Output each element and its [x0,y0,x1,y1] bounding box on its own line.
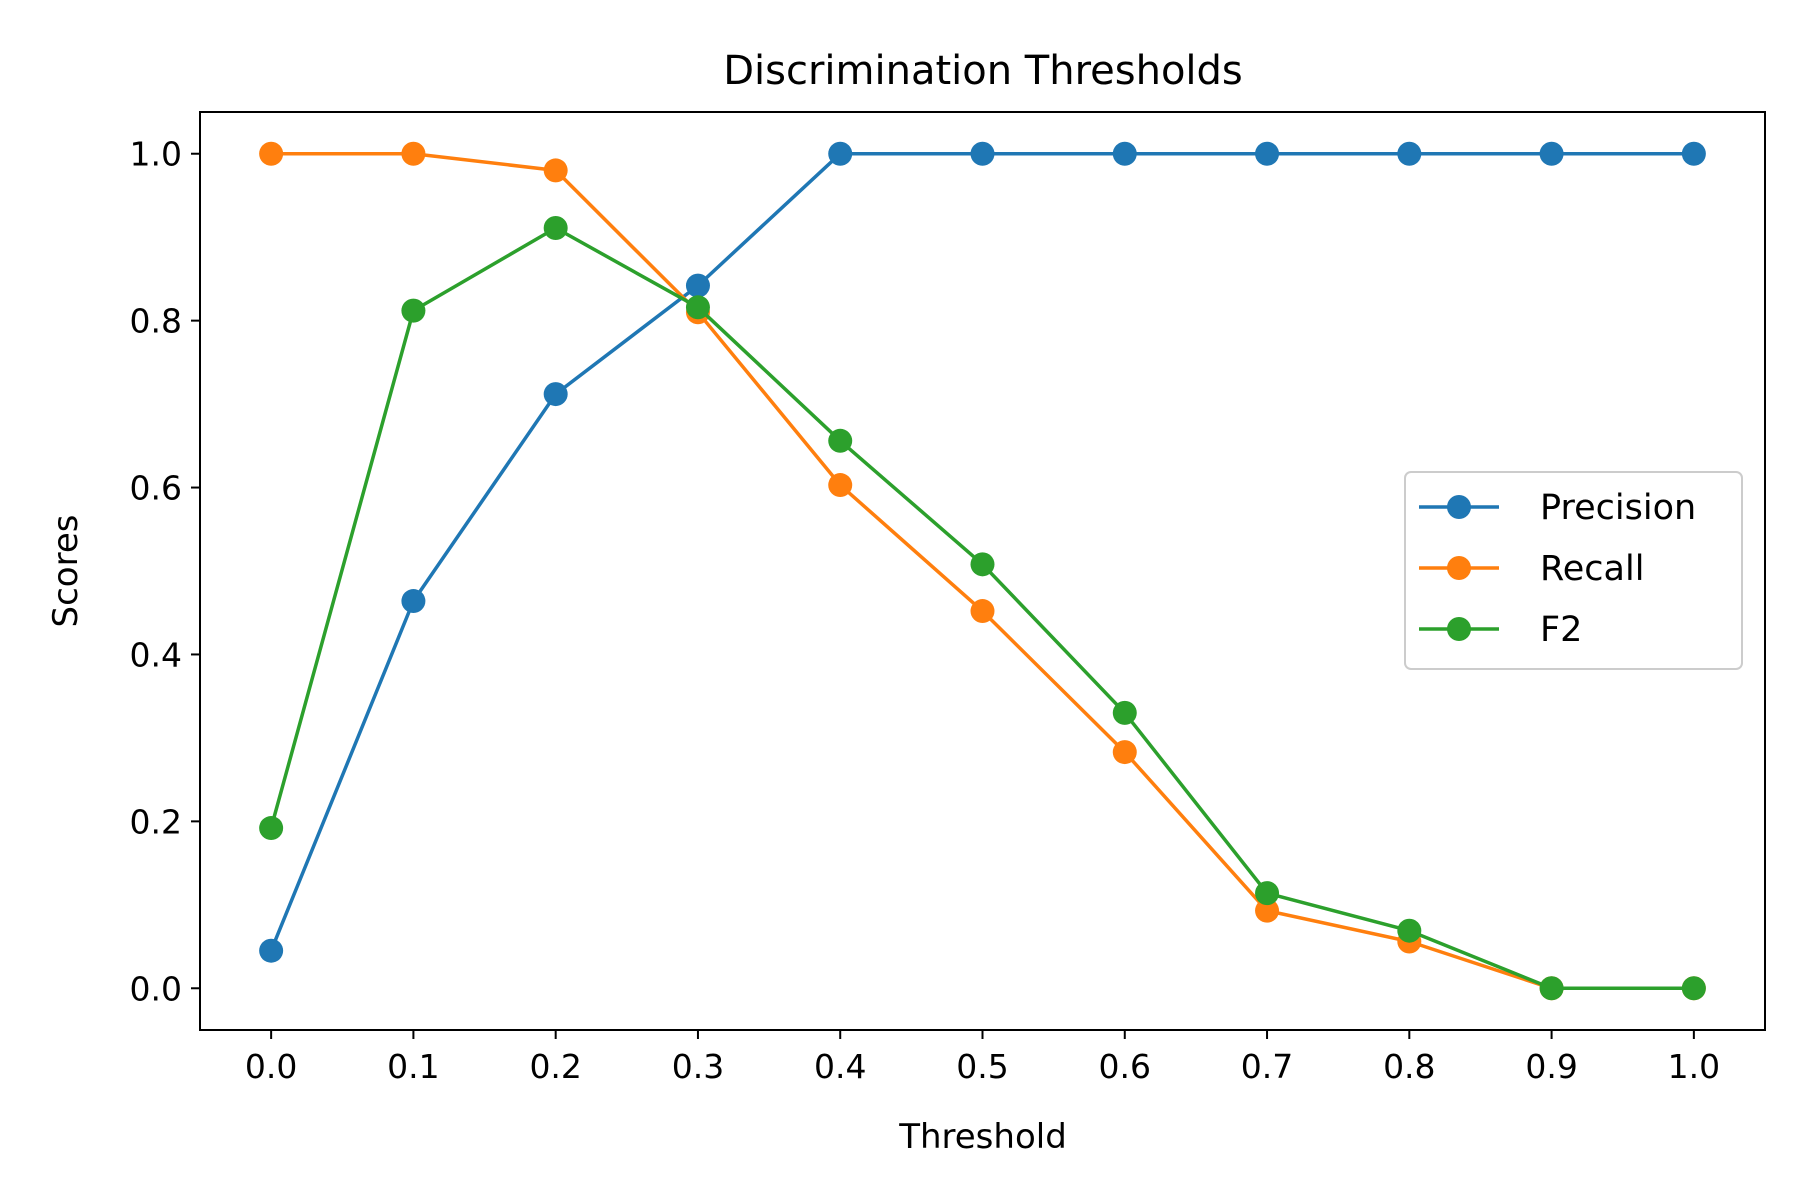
precision-point [1397,141,1422,166]
y-tick-label: 0.6 [130,469,182,508]
precision-point [1112,141,1137,166]
x-tick-label: 0.7 [1241,1047,1293,1086]
x-tick-label: 0.8 [1383,1047,1435,1086]
legend-precision-label: Precision [1540,488,1696,528]
precision-point [828,141,853,166]
legend-recall-label: Recall [1540,549,1644,589]
y-axis-label: Scores [46,515,86,628]
precision-point [259,938,284,963]
x-tick-label: 0.1 [387,1047,439,1086]
recall-point [828,473,853,498]
f2-point [401,298,426,323]
precision-point [1681,141,1706,166]
y-tick-label: 0.4 [130,635,182,674]
precision-point [1539,141,1564,166]
recall-point [970,599,995,624]
legend-recall-marker [1447,556,1471,580]
x-axis-ticks: 0.0 0.1 0.2 0.3 0.4 0.5 0.6 0.7 0.8 0.9 1.0 [245,1030,1720,1086]
y-tick-label: 0.8 [130,302,182,341]
x-tick-label: 0.0 [245,1047,297,1086]
precision-point [685,273,710,298]
recall-point [259,141,284,166]
y-tick-label: 1.0 [130,135,182,174]
recall-point [401,141,426,166]
legend-f2-label: F2 [1540,610,1582,650]
x-tick-label: 0.9 [1525,1047,1577,1086]
x-tick-label: 1.0 [1668,1047,1720,1086]
f2-point [685,295,710,320]
precision-point [1255,141,1280,166]
f2-point [1681,976,1706,1001]
legend-f2-marker [1447,617,1471,641]
recall-point [1112,740,1137,765]
y-tick-label: 0.0 [130,969,182,1008]
f2-point [1539,976,1564,1001]
y-axis-ticks: 0.0 0.2 0.4 0.6 0.8 1.0 [130,135,200,1008]
recall-point [543,158,568,183]
f2-point [970,552,995,577]
f2-point [1255,881,1280,906]
precision-point [543,382,568,407]
y-tick-label: 0.2 [130,802,182,841]
recall-point [1255,898,1280,923]
f2-point [259,816,284,841]
x-tick-label: 0.6 [1099,1047,1151,1086]
chart-title: Discrimination Thresholds [723,48,1243,94]
x-tick-label: 0.4 [814,1047,866,1086]
legend-frame [1404,471,1743,670]
x-tick-label: 0.2 [529,1047,581,1086]
x-axis-label: Threshold [898,1117,1067,1157]
x-tick-label: 0.3 [672,1047,724,1086]
x-tick-label: 0.5 [956,1047,1008,1086]
f2-point [828,428,853,453]
precision-point [970,141,995,166]
legend: Precision Recall F2 [1404,471,1743,670]
plot-area [259,141,1706,1001]
precision-point [401,589,426,614]
f2-point [543,216,568,241]
f2-point [1112,700,1137,725]
legend-precision-marker [1447,495,1471,519]
f2-point [1397,918,1422,943]
